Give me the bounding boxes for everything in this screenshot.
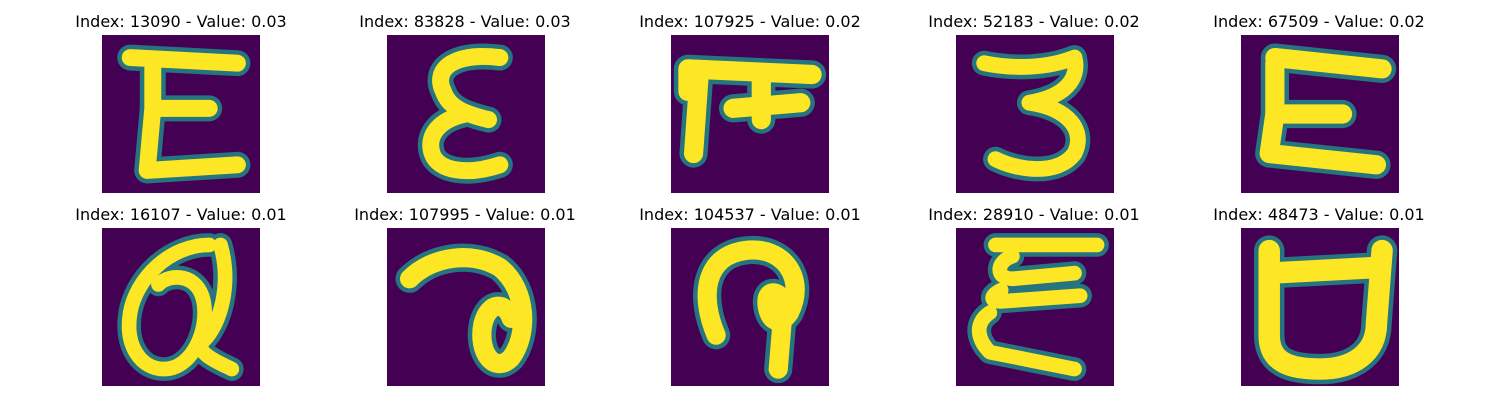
panel-title: Index: 83828 - Value: 0.03 (359, 12, 571, 31)
panel-10: Index: 48473 - Value: 0.01 (1169, 203, 1469, 393)
panel-7: Index: 107995 - Value: 0.01 (315, 203, 615, 393)
glyph-image (102, 35, 260, 193)
panel-title: Index: 16107 - Value: 0.01 (75, 205, 287, 224)
panel-8: Index: 104537 - Value: 0.01 (600, 203, 900, 393)
glyph-image (102, 228, 260, 386)
glyph-image (387, 228, 545, 386)
panel-title: Index: 13090 - Value: 0.03 (75, 12, 287, 31)
glyph-image (387, 35, 545, 193)
panel-title: Index: 28910 - Value: 0.01 (928, 205, 1140, 224)
panel-4: Index: 52183 - Value: 0.02 (884, 10, 1184, 200)
panel-title: Index: 67509 - Value: 0.02 (1213, 12, 1425, 31)
panel-6: Index: 16107 - Value: 0.01 (31, 203, 331, 393)
panel-2: Index: 83828 - Value: 0.03 (315, 10, 615, 200)
panel-title: Index: 107925 - Value: 0.02 (639, 12, 861, 31)
glyph-image (671, 228, 829, 386)
panel-3: Index: 107925 - Value: 0.02 (600, 10, 900, 200)
glyph-image (956, 228, 1114, 386)
panel-title: Index: 52183 - Value: 0.02 (928, 12, 1140, 31)
panel-title: Index: 104537 - Value: 0.01 (639, 205, 861, 224)
panel-5: Index: 67509 - Value: 0.02 (1169, 10, 1469, 200)
panel-9: Index: 28910 - Value: 0.01 (884, 203, 1184, 393)
panel-title: Index: 48473 - Value: 0.01 (1213, 205, 1425, 224)
glyph-image (1241, 228, 1399, 386)
panel-title: Index: 107995 - Value: 0.01 (354, 205, 576, 224)
glyph-image (956, 35, 1114, 193)
panel-1: Index: 13090 - Value: 0.03 (31, 10, 331, 200)
glyph-image (1241, 35, 1399, 193)
glyph-image (671, 35, 829, 193)
